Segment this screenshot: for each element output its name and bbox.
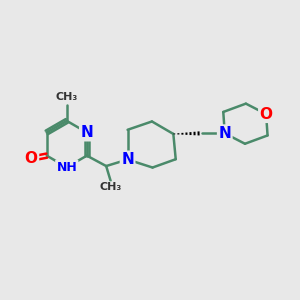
Text: N: N bbox=[218, 126, 231, 141]
Text: NH: NH bbox=[56, 161, 77, 174]
Text: N: N bbox=[80, 125, 93, 140]
Text: O: O bbox=[25, 151, 38, 166]
Text: CH₃: CH₃ bbox=[56, 92, 78, 102]
Text: N: N bbox=[121, 152, 134, 167]
Text: O: O bbox=[260, 106, 273, 122]
Text: CH₃: CH₃ bbox=[100, 182, 122, 193]
